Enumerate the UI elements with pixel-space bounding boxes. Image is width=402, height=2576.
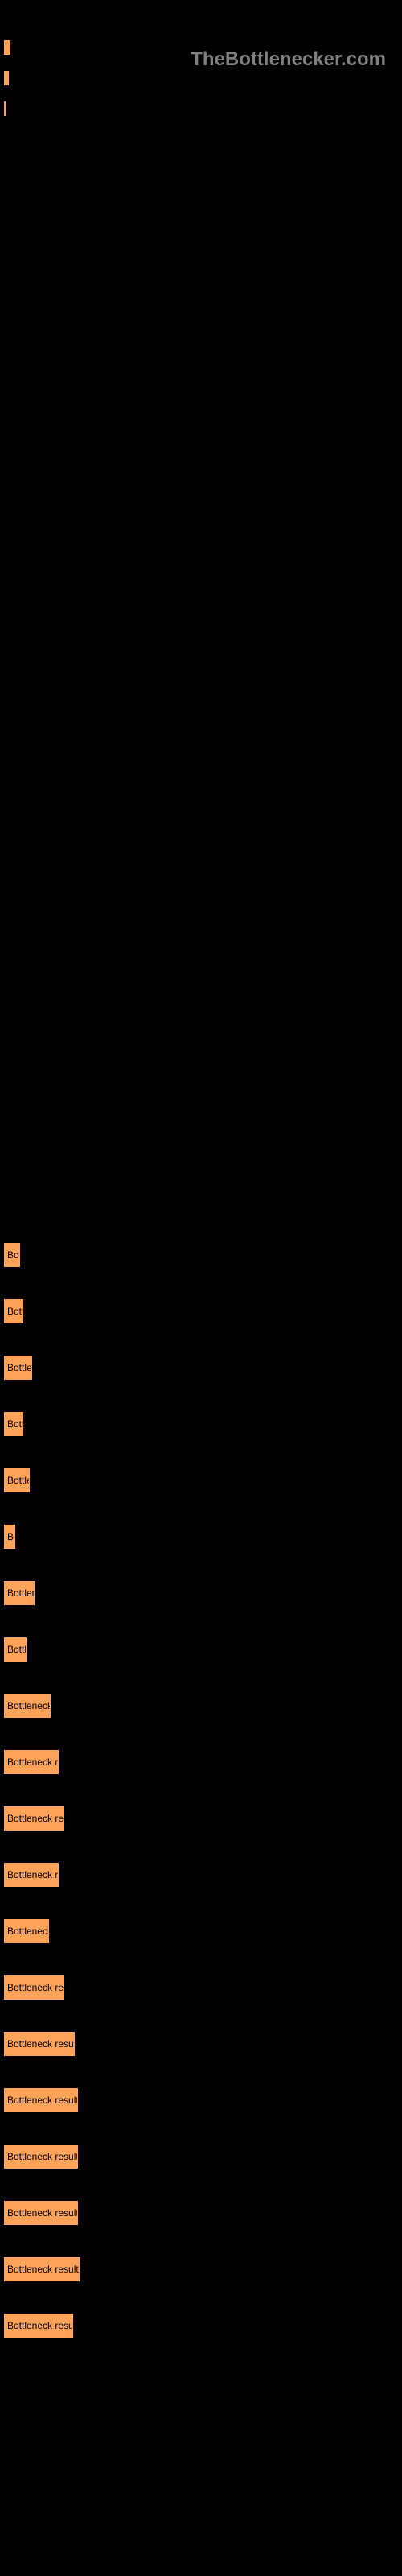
bottom-bar-1: Bottleneck result	[4, 1299, 23, 1323]
bottom-bar-16: Bottleneck result	[4, 2145, 78, 2169]
top-bar-2	[4, 101, 6, 116]
bottom-bar-14: Bottleneck result	[4, 2032, 75, 2056]
bottom-bar-10: Bottleneck result	[4, 1806, 64, 1831]
bottom-bar-8: Bottleneck result	[4, 1694, 51, 1718]
bottom-bar-18: Bottleneck result	[4, 2257, 80, 2281]
bottom-bar-0: Bottleneck result	[4, 1243, 20, 1267]
top-bar-1	[4, 71, 9, 85]
bottom-bar-4: Bottleneck result	[4, 1468, 30, 1492]
bottom-bar-3: Bottleneck result	[4, 1412, 23, 1436]
bottom-bar-17: Bottleneck result	[4, 2201, 78, 2225]
bottom-bar-11: Bottleneck result	[4, 1863, 59, 1887]
watermark: TheBottlenecker.com	[191, 48, 386, 71]
top-bar-0	[4, 40, 10, 55]
bottom-bar-12: Bottleneck result	[4, 1919, 49, 1943]
bottom-bar-5: Bottleneck result	[4, 1525, 15, 1549]
bottom-bar-13: Bottleneck result	[4, 1975, 64, 2000]
bottom-bar-7: Bottleneck result	[4, 1637, 27, 1662]
bottom-bar-19: Bottleneck result	[4, 2314, 73, 2338]
bottom-bar-6: Bottleneck result	[4, 1581, 35, 1605]
bottom-bar-2: Bottleneck result	[4, 1356, 32, 1380]
bottom-bar-9: Bottleneck result	[4, 1750, 59, 1774]
bottom-bar-15: Bottleneck result	[4, 2088, 78, 2112]
bottom-bars-container: Bottleneck result Bottleneck result Bottle…	[0, 1243, 402, 2338]
